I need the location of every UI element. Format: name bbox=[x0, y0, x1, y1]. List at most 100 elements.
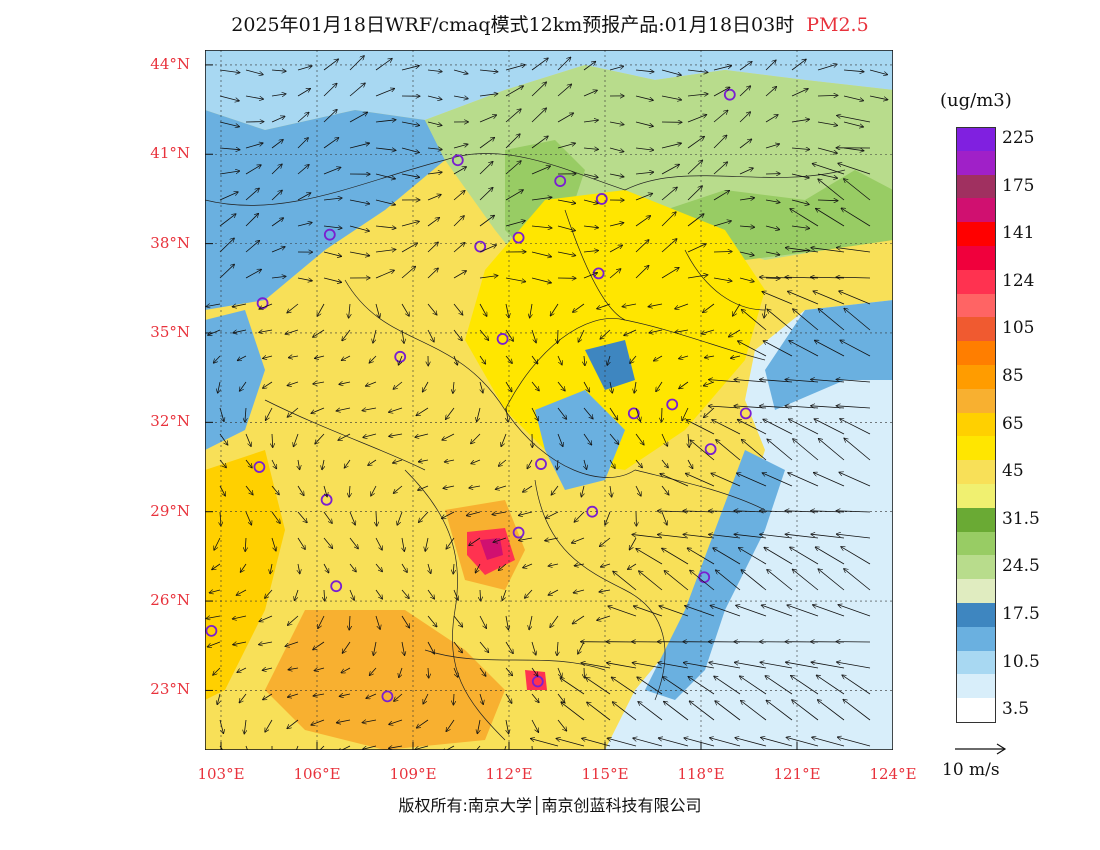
wind-vector bbox=[285, 641, 299, 646]
wind-vector bbox=[817, 200, 838, 201]
wind-vector bbox=[639, 571, 663, 591]
wind-vector bbox=[399, 667, 403, 677]
wind-vector bbox=[233, 303, 247, 307]
wind-vector bbox=[531, 719, 538, 732]
station-marker bbox=[666, 398, 679, 411]
wind-vector bbox=[557, 693, 565, 703]
wind-vector bbox=[499, 563, 507, 570]
wind-vector bbox=[297, 66, 312, 71]
wind-vector bbox=[738, 341, 767, 357]
wind-vector bbox=[767, 309, 793, 331]
wind-vector bbox=[739, 168, 753, 175]
wind-vector bbox=[373, 641, 376, 655]
wind-vector bbox=[792, 700, 819, 721]
wind-vector bbox=[415, 745, 429, 750]
wind-vector bbox=[519, 511, 533, 515]
wind-vector bbox=[793, 439, 819, 461]
wind-vector bbox=[315, 356, 325, 358]
station-marker bbox=[330, 580, 343, 593]
wind-vector bbox=[760, 662, 793, 669]
wind-vector bbox=[375, 59, 392, 71]
wind-vector bbox=[767, 570, 793, 591]
station-marker bbox=[381, 690, 394, 703]
wind-vector bbox=[337, 407, 351, 411]
wind-vector bbox=[375, 270, 394, 279]
ocean-region-yellow-sea bbox=[765, 300, 893, 410]
wind-vector bbox=[375, 303, 380, 317]
wind-vector bbox=[843, 700, 871, 721]
wind-vector bbox=[271, 511, 280, 523]
wind-vector bbox=[654, 355, 663, 361]
wind-vector bbox=[505, 190, 523, 201]
wind-vector bbox=[609, 173, 624, 177]
wind-vector bbox=[679, 381, 689, 389]
colorbar-label: 225 bbox=[1002, 127, 1035, 148]
wind-vector bbox=[349, 251, 369, 256]
wind-vector bbox=[271, 140, 283, 149]
wind-vector bbox=[583, 251, 598, 253]
wind-vector bbox=[531, 251, 551, 257]
wind-vector bbox=[479, 329, 488, 340]
wind-vector bbox=[467, 511, 481, 516]
wind-vector bbox=[479, 245, 496, 253]
wind-vector bbox=[839, 472, 871, 487]
wind-vector bbox=[219, 407, 224, 421]
wind-vector bbox=[453, 693, 454, 705]
colorbar-segment bbox=[956, 150, 996, 175]
wind-vector bbox=[635, 70, 654, 72]
wind-vector bbox=[661, 95, 681, 100]
lon-tick-label: 121°E bbox=[773, 765, 821, 783]
wind-vector bbox=[531, 745, 533, 750]
station-marker bbox=[451, 154, 464, 167]
wind-vector bbox=[477, 407, 481, 421]
lat-tick-label: 41°N bbox=[150, 144, 190, 163]
colorbar-segment bbox=[956, 555, 996, 580]
wind-vector bbox=[630, 537, 637, 550]
wind-vector bbox=[219, 69, 240, 73]
wind-vector bbox=[583, 120, 598, 122]
wind-vector bbox=[297, 277, 312, 281]
wind-vector bbox=[366, 381, 377, 386]
elevated-region-north-china-plain bbox=[465, 190, 765, 470]
wind-vector bbox=[633, 663, 663, 669]
lon-tick-label: 115°E bbox=[581, 765, 629, 783]
wind-vector bbox=[263, 693, 273, 700]
wind-vector bbox=[819, 439, 845, 461]
wind-vector bbox=[339, 382, 351, 384]
clean-air-region-north bbox=[205, 50, 893, 130]
wind-vector bbox=[271, 116, 285, 123]
pollutant-label: PM2.5 bbox=[806, 14, 869, 36]
wind-vector bbox=[389, 719, 403, 724]
colorbar-segment bbox=[956, 650, 996, 675]
wind-vector bbox=[210, 590, 221, 593]
wind-vector bbox=[843, 147, 864, 151]
wind-vector bbox=[499, 459, 507, 466]
wind-vector bbox=[786, 534, 819, 539]
wind-vector bbox=[375, 148, 396, 150]
wind-vector bbox=[214, 537, 221, 550]
wind-vector bbox=[207, 616, 221, 619]
wind-vector bbox=[635, 172, 653, 174]
wind-vector bbox=[764, 341, 793, 357]
wind-vector bbox=[427, 121, 442, 125]
lon-tick-label: 124°E bbox=[869, 765, 917, 783]
wind-vector bbox=[613, 571, 637, 591]
wind-vector bbox=[505, 65, 525, 71]
colorbar-segment bbox=[956, 412, 996, 437]
wind-vector bbox=[349, 143, 369, 149]
wind-vector bbox=[363, 745, 377, 749]
wind-vector bbox=[573, 303, 585, 312]
wind-vector bbox=[363, 720, 377, 723]
chart-title: 2025年01月18日WRF/cmaq模式12km预报产品:01月18日03时 P… bbox=[0, 10, 1100, 37]
wind-vector bbox=[349, 563, 356, 572]
wind-vector bbox=[787, 737, 819, 747]
wind-vector bbox=[479, 303, 487, 316]
colorbar-segment bbox=[956, 365, 996, 389]
colorbar-segment bbox=[956, 436, 996, 461]
wind-vector bbox=[636, 549, 663, 565]
wind-vector bbox=[245, 459, 252, 468]
wind-vector bbox=[637, 677, 663, 695]
wind-vector bbox=[288, 381, 299, 386]
wind-vector bbox=[479, 693, 483, 704]
wind-vector bbox=[397, 511, 403, 525]
